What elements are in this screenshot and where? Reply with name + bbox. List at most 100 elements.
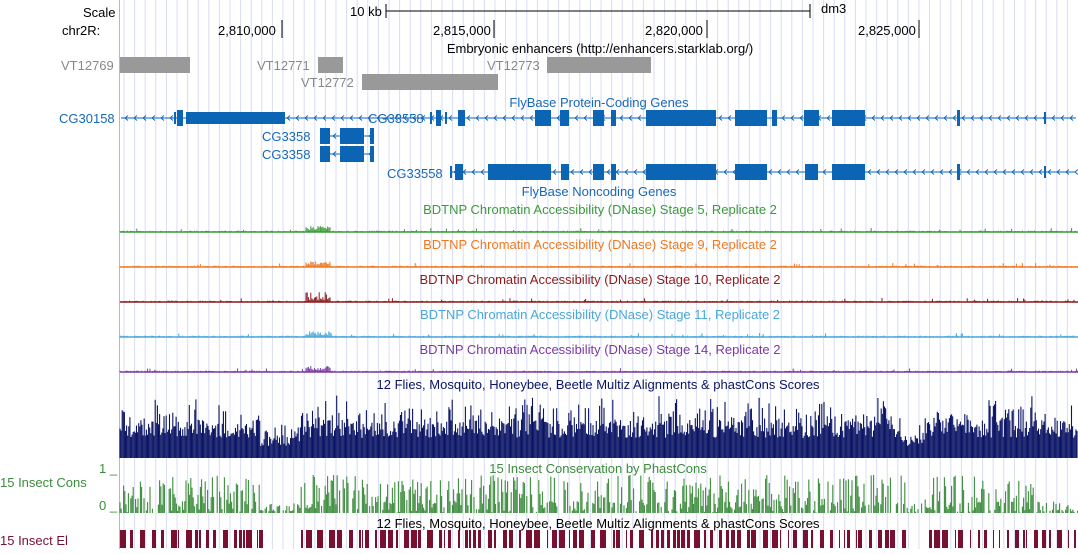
strand-arrow bbox=[160, 115, 165, 121]
gene-cg3358-exon bbox=[320, 128, 330, 144]
conserved-element bbox=[469, 530, 471, 548]
conserved-element bbox=[161, 530, 164, 548]
conserved-element bbox=[178, 530, 179, 548]
strand-arrow bbox=[340, 115, 345, 121]
conserved-element bbox=[380, 530, 386, 548]
strand-arrow bbox=[948, 169, 953, 175]
conserved-element bbox=[1007, 530, 1009, 548]
conserved-element bbox=[171, 530, 177, 548]
conserved-element bbox=[473, 530, 476, 548]
strand-arrow bbox=[984, 169, 989, 175]
track-title-phastcons[interactable]: 15 Insect Conservation by PhastCons bbox=[489, 461, 707, 476]
conserved-element bbox=[704, 530, 706, 548]
track-title-enhancers[interactable]: Embryonic enhancers (http://enhancers.st… bbox=[446, 41, 754, 56]
strand-arrow bbox=[979, 115, 984, 121]
gene-label[interactable]: CG33558 bbox=[368, 111, 424, 126]
conserved-element bbox=[656, 530, 659, 548]
conserved-element bbox=[858, 530, 862, 548]
gene-cg3358-exon bbox=[370, 146, 374, 162]
conserved-element bbox=[677, 530, 680, 548]
conserved-element bbox=[763, 530, 768, 548]
track-title-multiz[interactable]: 12 Flies, Mosquito, Honeybee, Beetle Mul… bbox=[376, 377, 820, 392]
strand-arrow bbox=[1006, 115, 1011, 121]
track-side-label-phastcons[interactable]: 15 Insect Cons bbox=[0, 475, 87, 490]
track-title-dnase-stage9[interactable]: BDTNP Chromatin Accessibility (DNase) St… bbox=[423, 237, 777, 252]
strand-arrow bbox=[889, 115, 894, 121]
track-title-elements[interactable]: 12 Flies, Mosquito, Honeybee, Beetle Mul… bbox=[376, 516, 820, 531]
enhancer-label[interactable]: VT12769 bbox=[61, 58, 114, 73]
gene-cg33558-exon bbox=[455, 164, 463, 180]
gene-cg33558-exon bbox=[957, 164, 960, 180]
conserved-element bbox=[993, 530, 994, 548]
gene-label[interactable]: CG3358 bbox=[262, 147, 311, 162]
strand-arrow bbox=[529, 115, 534, 121]
assembly-label: dm3 bbox=[821, 1, 847, 16]
conserved-element bbox=[811, 530, 813, 548]
strand-arrow bbox=[795, 169, 800, 175]
strand-arrow bbox=[1024, 115, 1029, 121]
strand-arrow bbox=[988, 115, 993, 121]
track-title-dnase-stage10[interactable]: BDTNP Chromatin Accessibility (DNase) St… bbox=[419, 272, 781, 287]
conserved-element bbox=[359, 530, 361, 548]
strand-arrow bbox=[970, 115, 975, 121]
conserved-element bbox=[751, 530, 756, 548]
conserved-element bbox=[1057, 530, 1062, 548]
conserved-element bbox=[444, 530, 445, 548]
gene-cg33558-exon bbox=[1044, 166, 1046, 178]
enhancer-label[interactable]: VT12772 bbox=[301, 75, 354, 90]
track-side-label-elements[interactable]: 15 Insect El bbox=[0, 533, 68, 548]
strand-arrow bbox=[871, 115, 876, 121]
gene-cg33558-exon bbox=[611, 164, 616, 180]
gene-label[interactable]: CG30158 bbox=[59, 111, 115, 126]
gene-label[interactable]: CG3358 bbox=[262, 129, 311, 144]
gene-cg33558-exon bbox=[832, 164, 865, 180]
track-title-dnase-stage14[interactable]: BDTNP Chromatin Accessibility (DNase) St… bbox=[419, 342, 781, 357]
strand-arrow bbox=[556, 115, 561, 121]
strand-arrow bbox=[606, 169, 611, 175]
y-axis-max-label: 1 _ bbox=[99, 461, 118, 476]
conserved-element bbox=[667, 530, 670, 548]
strand-arrow bbox=[313, 115, 318, 121]
conserved-element bbox=[803, 530, 808, 548]
strand-arrow bbox=[718, 115, 723, 121]
conserved-element bbox=[547, 530, 548, 548]
strand-arrow bbox=[975, 169, 980, 175]
strand-arrow bbox=[570, 169, 575, 175]
strand-arrow bbox=[421, 115, 426, 121]
conserved-element bbox=[869, 530, 872, 548]
enhancer-label[interactable]: VT12773 bbox=[487, 58, 540, 73]
track-title-noncoding-genes[interactable]: FlyBase Noncoding Genes bbox=[521, 184, 677, 199]
conserved-element bbox=[958, 530, 963, 548]
gene-cg30158-exon bbox=[611, 110, 616, 126]
gene-cg30158-exon bbox=[458, 110, 465, 126]
conserved-element bbox=[999, 530, 1000, 548]
gene-cg30158-exon bbox=[804, 110, 819, 126]
track-title-dnase-stage5[interactable]: BDTNP Chromatin Accessibility (DNase) St… bbox=[423, 202, 777, 217]
enhancer-feature bbox=[362, 74, 498, 90]
conserved-element bbox=[984, 530, 987, 548]
conserved-element bbox=[140, 530, 145, 548]
gene-cg33558-exon bbox=[488, 164, 551, 180]
track-title-coding-genes[interactable]: FlyBase Protein-Coding Genes bbox=[509, 95, 689, 110]
gene-cg3358-exon bbox=[340, 128, 364, 144]
enhancer-label[interactable]: VT12771 bbox=[257, 58, 310, 73]
gene-label[interactable]: CG33558 bbox=[387, 166, 443, 181]
strand-arrow bbox=[781, 115, 786, 121]
conserved-element bbox=[600, 530, 606, 548]
strand-arrow bbox=[579, 169, 584, 175]
conserved-element bbox=[186, 530, 192, 548]
conserved-element bbox=[494, 530, 496, 548]
conserved-element bbox=[195, 530, 198, 548]
enhancer-feature bbox=[120, 57, 190, 73]
gene-cg30158-exon bbox=[436, 110, 441, 126]
strand-arrow bbox=[624, 169, 629, 175]
strand-arrow bbox=[961, 115, 966, 121]
track-title-dnase-stage11[interactable]: BDTNP Chromatin Accessibility (DNase) St… bbox=[419, 307, 781, 322]
strand-arrow bbox=[295, 115, 300, 121]
conserved-element bbox=[1034, 530, 1038, 548]
conserved-element bbox=[830, 530, 833, 548]
conserved-element bbox=[694, 530, 700, 548]
conserved-element bbox=[306, 530, 312, 548]
